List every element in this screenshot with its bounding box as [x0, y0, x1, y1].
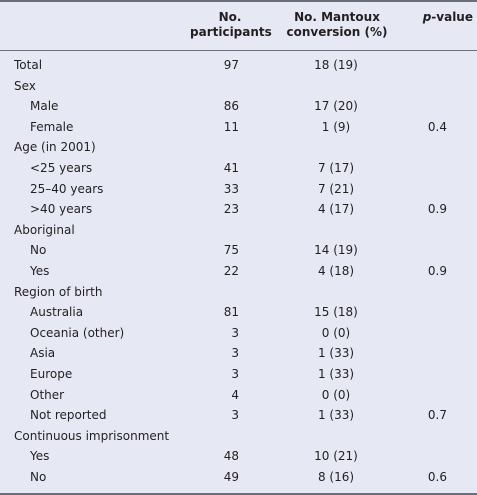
row-label: Male	[30, 99, 59, 114]
table-row: Continuous imprisonment	[0, 426, 477, 447]
row-label: Yes	[30, 263, 50, 278]
row-label: <25 years	[30, 160, 93, 175]
table-row: No 75 14 (19)	[0, 240, 477, 261]
row-label: Not reported	[30, 408, 107, 423]
table-row: Age (in 2001)	[0, 137, 477, 158]
row-mantoux: 4 (18)	[317, 263, 355, 278]
row-mantoux: 8 (16)	[317, 469, 355, 484]
row-label: Europe	[30, 366, 73, 381]
row-mantoux: 1 (9)	[321, 119, 351, 134]
table-header: No. participants No. Mantoux conversion …	[0, 4, 477, 51]
row-label: No	[30, 243, 47, 258]
table-row: <25 years 41 7 (17)	[0, 158, 477, 179]
table-row: Aboriginal	[0, 220, 477, 241]
row-mantoux: 0 (0)	[321, 387, 351, 402]
table-row: Asia 3 1 (33)	[0, 343, 477, 364]
row-participants: 3	[231, 346, 239, 361]
header-pvalue-text: p-value	[405, 10, 473, 25]
row-mantoux: 17 (20)	[314, 99, 358, 114]
row-mantoux: 7 (21)	[317, 181, 355, 196]
table-row: Yes 48 10 (21)	[0, 446, 477, 467]
header-participants-line2: participants	[190, 25, 272, 39]
row-label: Oceania (other)	[30, 325, 125, 340]
row-participants: 86	[223, 99, 239, 114]
row-mantoux: 14 (19)	[314, 243, 358, 258]
table-row: No 49 8 (16) 0.6	[0, 467, 477, 488]
table-row: >40 years 23 4 (17) 0.9	[0, 199, 477, 220]
table-row: Female 11 1 (9) 0.4	[0, 117, 477, 138]
row-mantoux: 15 (18)	[314, 305, 358, 320]
row-pvalue: 0.4	[427, 119, 447, 134]
row-label: Aboriginal	[14, 222, 75, 237]
row-mantoux: 10 (21)	[314, 449, 358, 464]
header-mantoux: No. Mantoux conversion (%)	[283, 10, 391, 40]
row-label: Australia	[30, 305, 84, 320]
row-label: Sex	[14, 78, 36, 93]
header-participants-line1: No.	[218, 10, 242, 24]
table-row: Yes 22 4 (18) 0.9	[0, 261, 477, 282]
row-label: Female	[30, 119, 74, 134]
row-participants: 23	[223, 202, 239, 217]
row-label: Yes	[30, 449, 50, 464]
table-row: Sex	[0, 76, 477, 97]
row-participants: 33	[223, 181, 239, 196]
row-participants: 75	[223, 243, 239, 258]
table-row: 25–40 years 33 7 (21)	[0, 179, 477, 200]
row-participants: 41	[223, 160, 239, 175]
table-row: Total 97 18 (19)	[0, 55, 477, 76]
header-pvalue: p-value	[405, 10, 473, 25]
row-participants: 22	[223, 263, 239, 278]
row-pvalue: 0.9	[427, 263, 447, 278]
row-participants: 11	[223, 119, 239, 134]
row-label: Total	[14, 58, 43, 72]
row-participants: 97	[223, 58, 239, 72]
row-label: Region of birth	[14, 284, 103, 299]
row-participants: 4	[231, 387, 239, 402]
table-row: Oceania (other) 3 0 (0)	[0, 323, 477, 344]
row-mantoux: 1 (33)	[317, 346, 355, 361]
row-pvalue: 0.7	[427, 408, 447, 423]
table-body: Total 97 18 (19) Sex Male 86 17 (20) Female 11 1 …	[0, 55, 477, 487]
row-mantoux: 1 (33)	[317, 408, 355, 423]
row-participants: 48	[223, 449, 239, 464]
row-mantoux: 7 (17)	[317, 160, 355, 175]
row-pvalue: 0.9	[427, 202, 447, 217]
row-participants: 3	[231, 325, 239, 340]
row-label: Continuous imprisonment	[14, 428, 170, 443]
header-mantoux-line1: No. Mantoux	[294, 10, 380, 24]
row-label: 25–40 years	[30, 181, 104, 196]
row-mantoux: 1 (33)	[317, 366, 355, 381]
row-participants: 3	[231, 366, 239, 381]
row-label: No	[30, 469, 47, 484]
row-mantoux: 18 (19)	[314, 58, 358, 72]
row-participants: 3	[231, 408, 239, 423]
row-label: Asia	[30, 346, 56, 361]
table-row: Not reported 3 1 (33) 0.7	[0, 405, 477, 426]
row-mantoux: 0 (0)	[321, 325, 351, 340]
row-pvalue: 0.6	[427, 469, 447, 484]
row-participants: 81	[223, 305, 239, 320]
header-participants: No. participants	[190, 10, 272, 40]
table-row: Europe 3 1 (33)	[0, 364, 477, 385]
row-participants: 49	[223, 469, 239, 484]
row-mantoux: 4 (17)	[317, 202, 355, 217]
table-row: Male 86 17 (20)	[0, 96, 477, 117]
table-row: Australia 81 15 (18)	[0, 302, 477, 323]
header-pvalue-rest: -value	[431, 10, 473, 24]
row-label: Other	[30, 387, 65, 402]
header-mantoux-line2: conversion (%)	[286, 25, 388, 39]
table-row: Region of birth	[0, 282, 477, 303]
row-label: >40 years	[30, 202, 93, 217]
row-label: Age (in 2001)	[14, 140, 96, 155]
header-pvalue-italic: p	[422, 10, 432, 24]
table-row: Other 4 0 (0)	[0, 385, 477, 406]
